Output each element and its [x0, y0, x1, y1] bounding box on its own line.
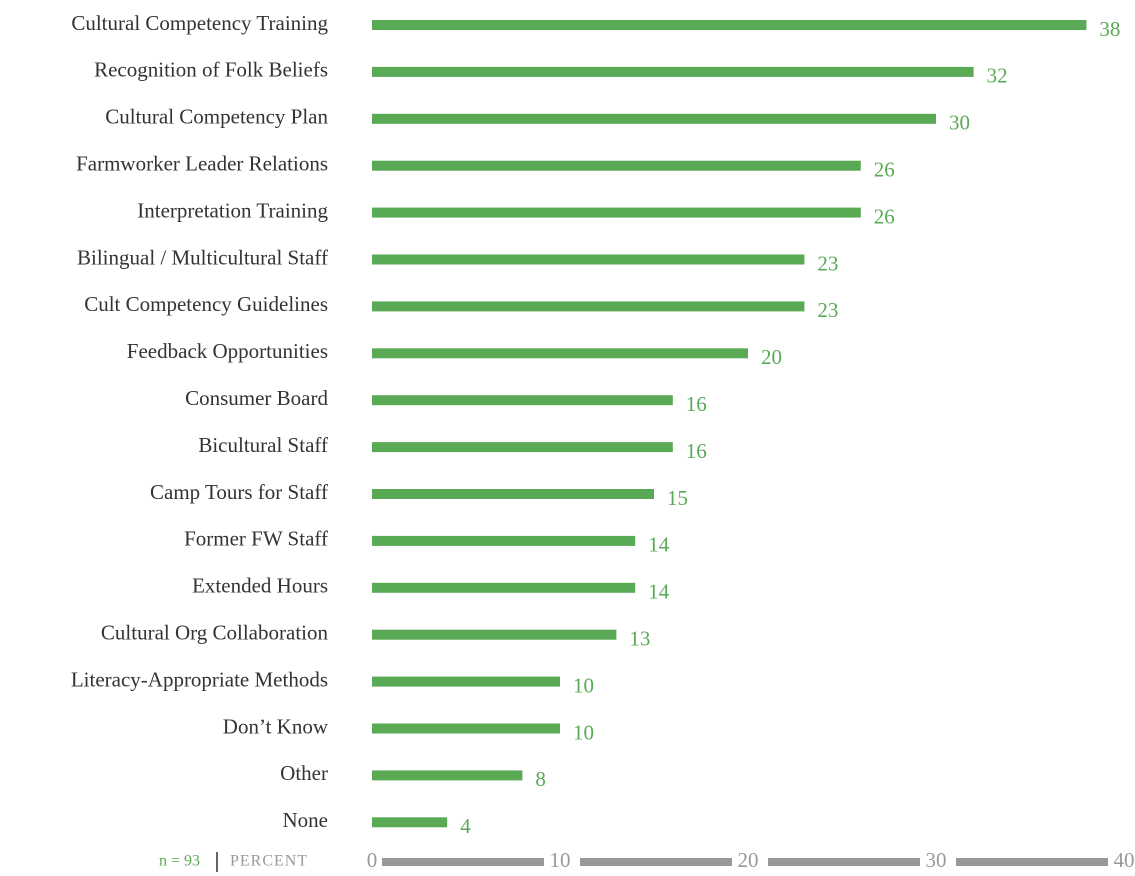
category-label: None: [283, 808, 329, 832]
value-label: 23: [817, 298, 838, 322]
category-label: Farmworker Leader Relations: [76, 152, 328, 176]
value-label: 30: [949, 111, 970, 135]
bar: [372, 254, 805, 265]
value-label: 26: [874, 158, 895, 182]
value-label: 26: [874, 204, 895, 228]
bar: [372, 723, 560, 734]
value-label: 14: [648, 580, 670, 604]
x-tick-label: 30: [926, 848, 947, 872]
bar: [372, 207, 861, 218]
category-label: Consumer Board: [185, 386, 328, 410]
axis-segment: [580, 858, 732, 866]
category-label: Don’t Know: [223, 714, 329, 738]
value-label: 23: [817, 251, 838, 275]
x-tick-label: 0: [367, 848, 378, 872]
category-label: Feedback Opportunities: [127, 339, 328, 363]
value-label: 4: [460, 814, 471, 838]
bar: [372, 582, 636, 593]
category-label: Extended Hours: [192, 574, 328, 598]
category-label: Other: [280, 761, 328, 785]
category-label: Former FW Staff: [184, 527, 328, 551]
category-label: Cultural Competency Training: [71, 11, 328, 35]
value-label: 13: [629, 627, 650, 651]
bar: [372, 395, 673, 406]
category-label: Literacy-Appropriate Methods: [71, 667, 328, 691]
bar: [372, 301, 805, 312]
bar: [372, 770, 523, 781]
value-label: 14: [648, 533, 670, 557]
value-label: 32: [987, 64, 1008, 88]
value-label: 8: [535, 767, 546, 791]
axis-segment: [382, 858, 544, 866]
bar: [372, 66, 974, 77]
x-tick-label: 40: [1114, 848, 1135, 872]
value-label: 16: [686, 439, 707, 463]
axis-segment: [956, 858, 1108, 866]
category-label: Bilingual / Multicultural Staff: [77, 245, 328, 269]
category-label: Bicultural Staff: [198, 433, 328, 457]
axis-segment: [768, 858, 920, 866]
category-label: Camp Tours for Staff: [150, 480, 328, 504]
n-label: n = 93: [159, 853, 200, 870]
bar: [372, 348, 748, 359]
x-tick-label: 20: [738, 848, 759, 872]
bar: [372, 817, 448, 828]
bar: [372, 676, 560, 687]
category-label: Recognition of Folk Beliefs: [94, 58, 328, 82]
value-label: 20: [761, 345, 782, 369]
value-label: 16: [686, 392, 707, 416]
category-label: Interpretation Training: [137, 198, 328, 222]
x-axis-label: PERCENT: [230, 853, 308, 870]
value-label: 15: [667, 486, 688, 510]
bar: [372, 20, 1087, 30]
bar: [372, 442, 673, 453]
bar: [372, 113, 936, 124]
value-label: 10: [573, 673, 594, 697]
bar: [372, 629, 617, 640]
bar: [372, 489, 654, 499]
category-label: Cult Competency Guidelines: [84, 292, 328, 316]
bar: [372, 535, 636, 546]
category-label: Cultural Competency Plan: [105, 105, 328, 129]
value-label: 38: [1099, 17, 1120, 41]
category-label: Cultural Org Collaboration: [101, 621, 329, 645]
value-label: 10: [573, 720, 594, 744]
bar: [372, 160, 861, 171]
x-tick-label: 10: [550, 848, 571, 872]
